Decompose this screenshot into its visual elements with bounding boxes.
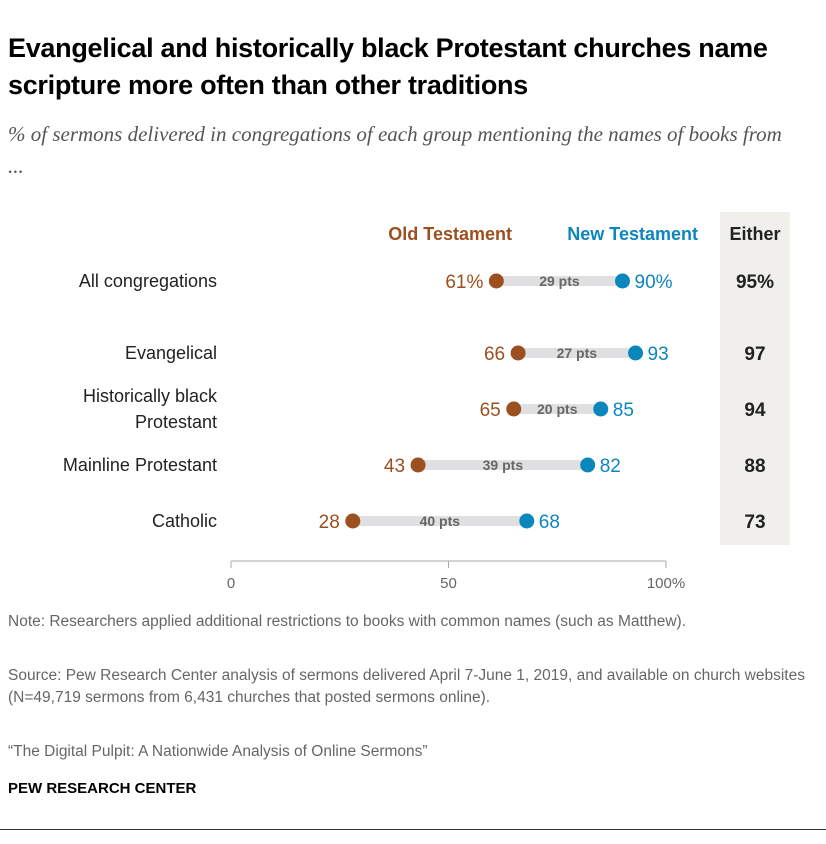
new-testament-value: 85	[613, 400, 634, 421]
new-testament-dot	[628, 345, 644, 361]
new-testament-value: 93	[648, 344, 669, 365]
new-testament-dot	[593, 401, 609, 417]
gap-label: 39 pts	[483, 457, 524, 473]
gap-label: 29 pts	[539, 273, 580, 289]
brand-logo: PEW RESEARCH CENTER	[8, 780, 197, 797]
new-testament-value: 68	[539, 512, 560, 533]
category-label: Mainline Protestant	[63, 455, 217, 475]
old-testament-dot	[410, 457, 426, 473]
old-testament-dot	[510, 345, 526, 361]
source: Source: Pew Research Center analysis of …	[8, 667, 805, 706]
x-tick-label: 0	[227, 575, 235, 592]
dot-plot: Either Old Testament New Testament All cong…	[63, 212, 790, 592]
either-header: Either	[729, 224, 780, 244]
old-testament-dot	[488, 273, 504, 289]
old-testament-value: 65	[480, 400, 501, 421]
either-column-bg	[720, 212, 790, 545]
gap-bar	[518, 348, 636, 358]
gap-label: 20 pts	[537, 401, 578, 417]
gap-label: 27 pts	[557, 345, 598, 361]
chart-subtitle: % of sermons delivered in congregations …	[8, 122, 782, 178]
x-tick-label: 100%	[647, 575, 685, 592]
old-testament-value: 66	[484, 344, 505, 365]
note: Note: Researchers applied additional res…	[8, 613, 687, 630]
category-label: All congregations	[79, 271, 217, 291]
either-value: 95%	[736, 272, 774, 293]
new-testament-value: 82	[600, 456, 621, 477]
new-testament-dot	[615, 273, 630, 289]
either-value: 97	[744, 344, 765, 365]
bottom-rule	[0, 829, 826, 830]
gap-bar	[496, 276, 623, 286]
report-title: “The Digital Pulpit: A Nationwide Analys…	[8, 743, 428, 760]
category-label: Protestant	[135, 412, 217, 432]
either-value: 88	[744, 456, 765, 477]
new-testament-value: 90%	[635, 272, 673, 293]
legend-new-testament: New Testament	[567, 224, 698, 244]
old-testament-dot	[345, 513, 361, 529]
old-testament-value: 28	[319, 512, 340, 533]
gap-label: 40 pts	[420, 513, 461, 529]
legend-old-testament: Old Testament	[388, 224, 512, 244]
category-label: Historically black	[83, 386, 218, 406]
gap-bar	[418, 460, 588, 470]
new-testament-dot	[519, 513, 535, 529]
either-value: 94	[744, 400, 766, 421]
gap-bar	[352, 516, 527, 526]
gap-bar	[513, 404, 601, 414]
either-value: 73	[744, 512, 765, 533]
new-testament-dot	[580, 457, 596, 473]
old-testament-dot	[506, 401, 522, 417]
x-tick-label: 50	[440, 575, 457, 592]
old-testament-value: 61%	[445, 272, 483, 293]
category-label: Catholic	[152, 511, 217, 531]
category-label: Evangelical	[125, 343, 217, 363]
chart-title: Evangelical and historically black Prote…	[8, 33, 768, 100]
old-testament-value: 43	[384, 456, 405, 477]
